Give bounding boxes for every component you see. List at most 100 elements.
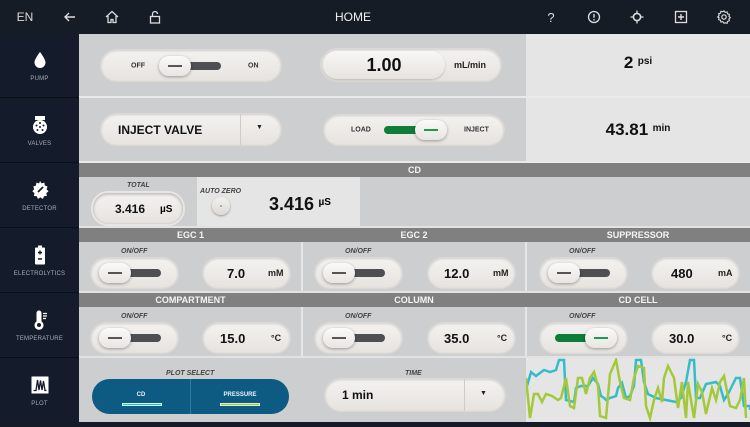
egc2-toggle[interactable] xyxy=(315,258,402,288)
sidebar-item-pump[interactable]: PUMP xyxy=(0,34,79,98)
toggle-knob[interactable] xyxy=(585,328,617,348)
mini-plot[interactable] xyxy=(524,355,750,423)
plot-option-pressure[interactable]: PRESSURE xyxy=(191,379,289,414)
egc2-unit: mM xyxy=(493,268,509,278)
section-header-column: COLUMN xyxy=(394,295,434,305)
egc1-toggle[interactable] xyxy=(91,258,178,288)
compartment-toggle[interactable] xyxy=(91,323,178,353)
sidebar: PUMP VALVES DETECTOR ELECTROLYTICS TEMPE… xyxy=(0,34,79,422)
toggle-track xyxy=(126,334,161,342)
egc1-unit: mM xyxy=(268,268,284,278)
compartment-value: 15.0 xyxy=(220,331,246,346)
toggle-knob[interactable] xyxy=(159,55,191,76)
valve-select[interactable]: INJECT VALVE ▼ xyxy=(101,114,281,145)
total-unit: µS xyxy=(160,204,173,215)
plot-option-cd[interactable]: CD xyxy=(92,379,190,414)
cd-cell-value: 30.0 xyxy=(669,331,695,346)
suppressor-toggle[interactable] xyxy=(540,258,627,288)
toggle-track xyxy=(350,269,385,277)
dot-icon xyxy=(220,205,222,207)
toggle-left-label: LOAD xyxy=(351,126,371,134)
onoff-label: ON/OFF xyxy=(121,313,148,320)
battery-icon xyxy=(34,245,45,264)
suppressor-value-field[interactable]: 480 mA xyxy=(652,258,739,288)
plot-option-label: CD xyxy=(136,392,146,398)
unlock-icon[interactable] xyxy=(143,0,167,34)
time-select-value: 1 min xyxy=(342,388,374,402)
run-time-readout: 43.81 min xyxy=(526,120,750,140)
load-inject-toggle[interactable]: LOAD INJECT xyxy=(324,115,504,145)
add-box-icon[interactable] xyxy=(669,0,693,34)
sidebar-item-temperature[interactable]: TEMPERATURE xyxy=(0,294,79,358)
divider xyxy=(79,96,750,98)
main-panel: OFF ON 1.00 mL/min 2 psi INJECT VALVE ▼ … xyxy=(79,34,750,423)
onoff-label: ON/OFF xyxy=(121,248,148,255)
onoff-label: ON/OFF xyxy=(569,248,596,255)
back-arrow-icon[interactable] xyxy=(58,0,82,34)
home-icon[interactable] xyxy=(100,0,124,34)
column-unit: °C xyxy=(497,333,508,343)
toggle-knob[interactable] xyxy=(415,120,447,140)
compartment-unit: °C xyxy=(271,333,282,343)
egc2-value: 12.0 xyxy=(444,266,470,281)
divider xyxy=(525,307,527,357)
sidebar-item-electrolytics[interactable]: ELECTROLYTICS xyxy=(0,229,79,293)
pressure-panel xyxy=(526,34,750,97)
plot-select-label: PLOT SELECT xyxy=(166,370,215,377)
pump-toggle[interactable]: OFF ON xyxy=(101,50,281,81)
compartment-value-field[interactable]: 15.0 °C xyxy=(203,323,290,353)
toggle-knob[interactable] xyxy=(548,263,580,283)
cd-cell-value-field[interactable]: 30.0 °C xyxy=(652,323,739,353)
auto-zero-button[interactable] xyxy=(212,197,230,215)
toggle-track xyxy=(126,269,161,277)
sidebar-item-plot[interactable]: PLOT xyxy=(0,359,79,423)
sidebar-item-valves[interactable]: VALVES xyxy=(0,99,79,163)
column-value: 35.0 xyxy=(444,331,470,346)
target-icon[interactable] xyxy=(625,0,649,34)
run-time-value: 43.81 xyxy=(605,120,649,139)
divider xyxy=(525,242,527,292)
help-icon[interactable]: ? xyxy=(547,9,555,25)
chevron-down-icon[interactable]: ▼ xyxy=(480,390,487,397)
divider xyxy=(301,307,303,357)
toggle-track xyxy=(575,269,610,277)
detector-gear-icon xyxy=(31,180,48,199)
pressure-color-swatch xyxy=(220,403,260,406)
flow-rate-field[interactable]: 1.00 mL/min xyxy=(321,49,501,81)
gear-icon[interactable] xyxy=(712,0,736,34)
divider xyxy=(79,291,750,293)
cd-reading-unit: µS xyxy=(318,197,331,208)
toggle-knob[interactable] xyxy=(323,263,355,283)
total-value: 3.416 xyxy=(115,202,146,216)
onoff-label: ON/OFF xyxy=(569,313,596,320)
alert-icon[interactable] xyxy=(582,0,606,34)
divider xyxy=(79,226,750,228)
section-header-compartment: COMPARTMENT xyxy=(155,295,226,305)
time-label: TIME xyxy=(405,370,422,377)
run-time-panel xyxy=(526,98,750,161)
top-bar: EN HOME ? xyxy=(0,0,750,34)
onoff-label: ON/OFF xyxy=(345,248,372,255)
cd-reading-value: 3.416 xyxy=(269,194,315,214)
auto-zero-label: AUTO ZERO xyxy=(200,188,242,195)
flow-unit: mL/min xyxy=(454,60,487,70)
toggle-track xyxy=(167,61,221,70)
trace-chart xyxy=(524,355,750,423)
language-button[interactable]: EN xyxy=(16,10,34,24)
pressure-value: 2 xyxy=(623,53,634,72)
toggle-knob[interactable] xyxy=(99,263,131,283)
cd-cell-unit: °C xyxy=(722,333,733,343)
egc2-value-field[interactable]: 12.0 mM xyxy=(428,258,515,288)
section-header-suppressor: SUPPRESSOR xyxy=(606,230,670,240)
column-value-field[interactable]: 35.0 °C xyxy=(428,323,515,353)
chevron-down-icon[interactable]: ▼ xyxy=(256,124,263,131)
sidebar-item-label: TEMPERATURE xyxy=(15,335,64,342)
column-toggle[interactable] xyxy=(315,323,402,353)
cd-cell-toggle[interactable] xyxy=(540,323,627,353)
time-select[interactable]: 1 min ▼ xyxy=(325,379,505,411)
egc1-value-field[interactable]: 7.0 mM xyxy=(203,258,290,288)
sidebar-item-detector[interactable]: DETECTOR xyxy=(0,164,79,228)
total-field[interactable]: 3.416 µS xyxy=(93,193,183,224)
toggle-knob[interactable] xyxy=(323,328,355,348)
toggle-knob[interactable] xyxy=(99,328,131,348)
